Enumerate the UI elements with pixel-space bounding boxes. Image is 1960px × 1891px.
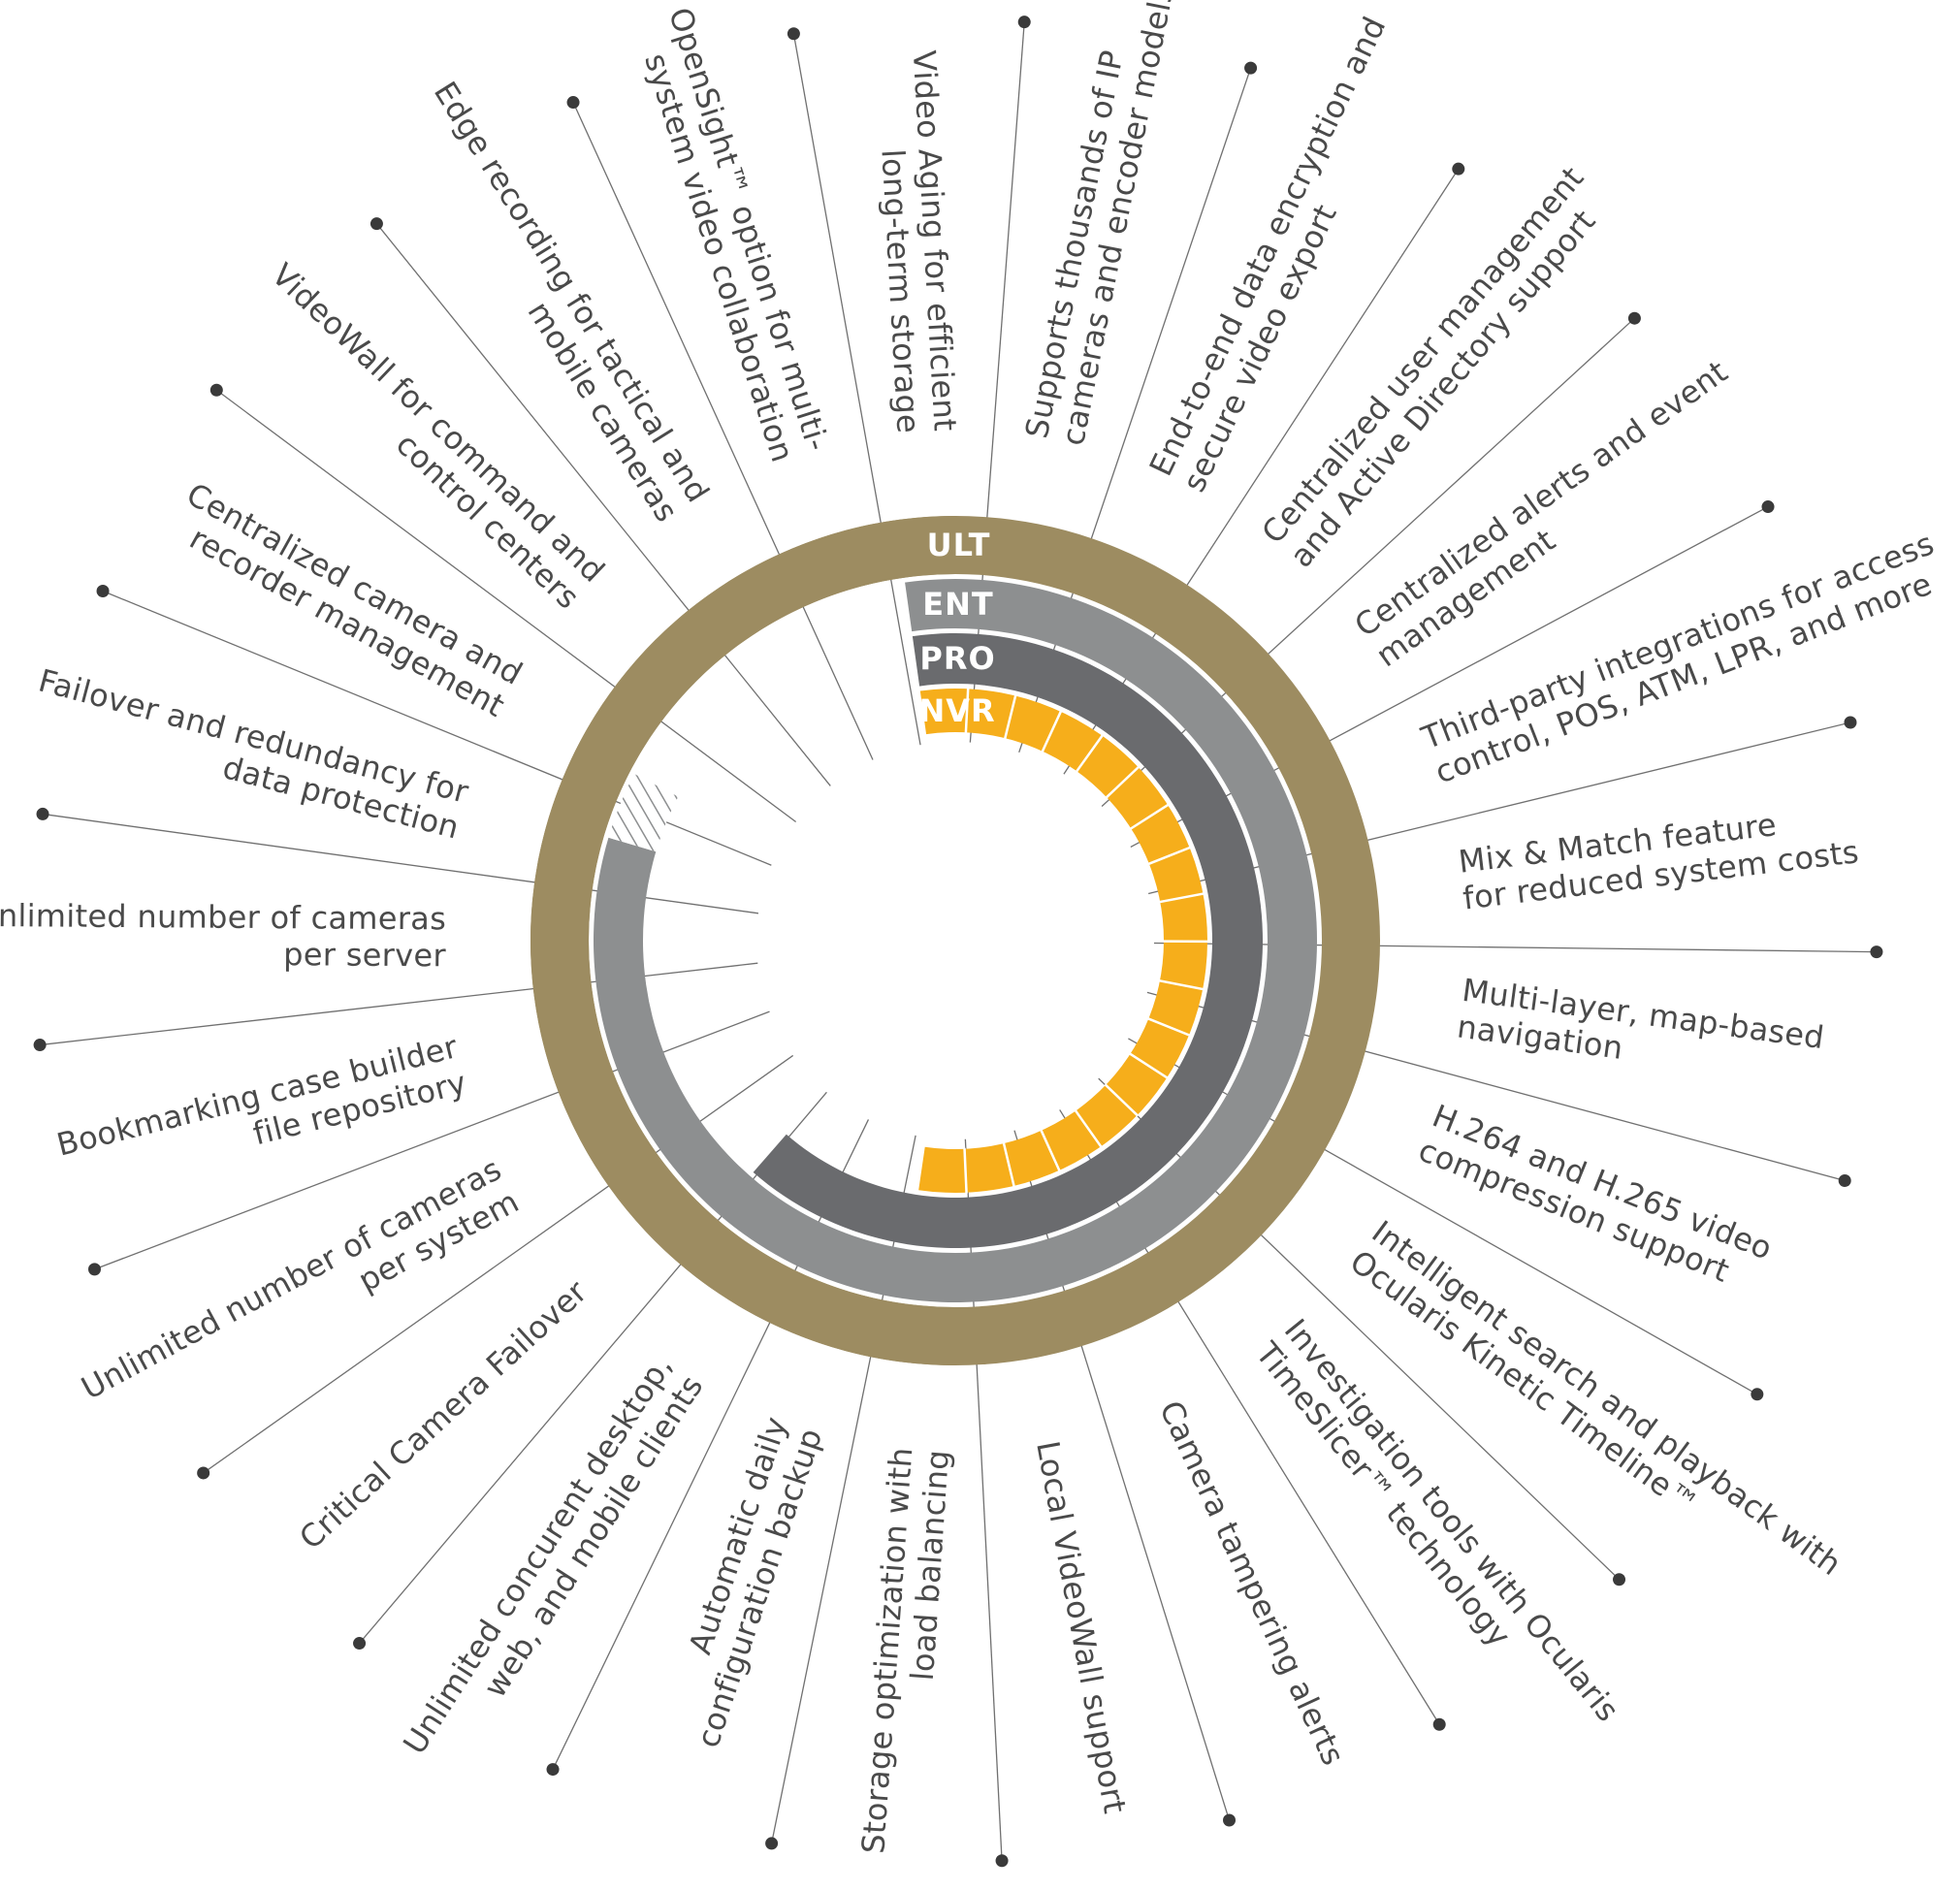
leader-dot — [1839, 1174, 1851, 1187]
leader-dot — [197, 1466, 209, 1479]
feature-label-line: Camera tampering alerts — [1152, 1395, 1352, 1772]
feature-label-group: H.264 and H.265 videocompression support — [1414, 1097, 1778, 1301]
leader-dot — [1018, 16, 1031, 28]
feature-label-line: web, and mobile clients — [476, 1368, 711, 1704]
leader-dot — [765, 1837, 778, 1849]
feature-label-line: control, POS, ATM, LPR, and more — [1430, 565, 1937, 791]
leader-dot — [1433, 1718, 1446, 1731]
leader-dot — [996, 1854, 1009, 1867]
feature-label: Supports thousands of IPcameras and enco… — [1018, 0, 1181, 448]
feature-label: Storage optimization withload balancing — [854, 1446, 956, 1857]
feature-label: H.264 and H.265 videocompression support — [1414, 1097, 1778, 1301]
feature-label-line: TimeSlicer™ technology — [1248, 1334, 1519, 1654]
feature-label-group: Multi-layer, map-basednavigation — [1455, 972, 1826, 1093]
feature-label-line: Local VideoWall support — [1029, 1438, 1134, 1816]
leader-dot — [1628, 312, 1641, 325]
feature-label-group: Automatic dailyconfiguration backup — [655, 1412, 830, 1751]
feature-label-group: Bookmarking case builderfile repository — [53, 1028, 471, 1200]
leader-dot — [37, 808, 49, 820]
leader-dot — [567, 96, 580, 109]
leader-dot — [353, 1637, 366, 1650]
tier-label-ult: ULT — [927, 527, 991, 563]
feature-label-group: Failover and redundancy fordata protecti… — [25, 661, 473, 846]
tier-label-pro: PRO — [919, 640, 995, 677]
feature-label: Mix & Match featurefor reduced system co… — [1457, 796, 1861, 916]
leader-dot — [370, 217, 383, 230]
feature-label-group: Video Aging for efficientlong-term stora… — [869, 49, 964, 434]
leader-dot — [1223, 1814, 1236, 1827]
feature-label: Failover and redundancy fordata protecti… — [25, 661, 473, 846]
ring-ent — [594, 579, 1317, 1302]
feature-label: Multi-layer, map-basednavigation — [1455, 972, 1826, 1093]
feature-label: Bookmarking case builderfile repository — [53, 1028, 471, 1200]
feature-label-group: Supports thousands of IPcameras and enco… — [1018, 0, 1181, 448]
leader-dot — [210, 384, 223, 397]
feature-label: Video Aging for efficientlong-term stora… — [869, 49, 964, 434]
leader-dot — [88, 1263, 101, 1275]
feature-label-line: Unlimited number of cameras — [0, 897, 446, 937]
leader-dot — [1751, 1388, 1763, 1400]
feature-label-line: Unlimited number of cameras — [76, 1150, 508, 1407]
feature-label-group: Local VideoWall support — [1029, 1438, 1134, 1816]
feature-label-group: Storage optimization withload balancing — [854, 1446, 956, 1857]
leader-dot — [547, 1763, 560, 1776]
leader-dot — [1844, 717, 1856, 729]
leader-dot — [1613, 1573, 1625, 1586]
leader-dot — [1870, 946, 1882, 958]
leader-dot — [1452, 163, 1464, 176]
feature-label: Local VideoWall support — [1029, 1438, 1134, 1816]
leader-dot — [97, 585, 110, 597]
feature-label-line: and Active Directory support — [1282, 203, 1602, 574]
leader-dot — [34, 1039, 47, 1051]
feature-label-group: Camera tampering alerts — [1152, 1395, 1352, 1772]
tier-label-ent: ENT — [922, 586, 993, 623]
tier-label-nvr: NVR — [918, 692, 995, 729]
leader-dot — [1244, 62, 1257, 75]
leader-dot — [787, 27, 800, 40]
feature-label-group: Mix & Match featurefor reduced system co… — [1457, 796, 1861, 916]
feature-label-line: per server — [283, 936, 446, 974]
feature-label: Automatic dailyconfiguration backup — [655, 1412, 830, 1751]
leader-dot — [1762, 500, 1775, 513]
feature-label: Camera tampering alerts — [1152, 1395, 1352, 1772]
feature-labels: Supports thousands of IPcameras and enco… — [0, 0, 1952, 1857]
